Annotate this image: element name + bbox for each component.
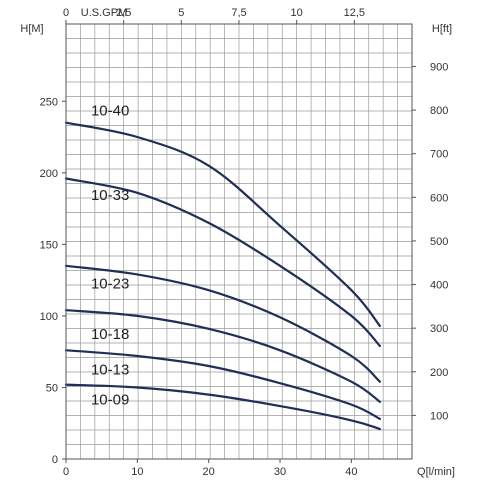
x-top-tick-label: 2,5 — [116, 7, 131, 19]
curve-10-40 — [64, 121, 381, 327]
x-bottom-tick-label: 40 — [345, 466, 357, 478]
y-right-tick-label: 600 — [430, 192, 448, 204]
curve-label-10-13: 10-13 — [91, 362, 129, 379]
curve-10-09 — [64, 383, 381, 431]
chart-ticks: 0 10 20 30 400 2,5 5 7,5 10 12,505010015020025010… — [40, 7, 449, 478]
x-bottom-tick-label: 30 — [274, 466, 286, 478]
curve-10-13 — [64, 349, 381, 420]
curve-label-10-09: 10-09 — [91, 392, 129, 409]
curve-10-18 — [64, 309, 381, 403]
y-left-tick-label: 0 — [52, 454, 58, 466]
x-top-axis-label: U.S.GPM — [81, 7, 127, 19]
y-right-tick-label: 900 — [430, 61, 448, 73]
y-left-tick-label: 250 — [40, 96, 58, 108]
curve-10-33 — [64, 177, 381, 348]
x-top-tick-label: 7,5 — [231, 7, 246, 19]
x-top-tick-label: 12,5 — [344, 7, 365, 19]
plot-frame — [65, 23, 413, 460]
y-right-tick-label: 700 — [430, 149, 448, 161]
y-right-tick-label: 300 — [430, 323, 448, 335]
curve-label-10-23: 10-23 — [91, 276, 129, 293]
chart-series — [64, 121, 381, 431]
curve-label-10-40: 10-40 — [91, 103, 129, 120]
y-right-axis-label: H[ft] — [432, 23, 452, 35]
y-left-tick-label: 150 — [40, 239, 58, 251]
y-right-tick-label: 200 — [430, 367, 448, 379]
y-right-tick-label: 100 — [430, 410, 448, 422]
x-top-tick-label: 5 — [178, 7, 184, 19]
curve-10-23 — [64, 264, 381, 383]
chart-series-labels: 10-40 10-33 10-23 10-18 10-13 10-09 — [91, 103, 129, 409]
x-top-tick-label: 0 — [63, 7, 69, 19]
y-left-tick-label: 50 — [46, 382, 58, 394]
x-bottom-tick-label: 20 — [203, 466, 215, 478]
y-right-tick-label: 400 — [430, 280, 448, 292]
y-right-tick-label: 500 — [430, 236, 448, 248]
y-right-tick-label: 800 — [430, 105, 448, 117]
curve-label-10-33: 10-33 — [91, 187, 129, 204]
x-bottom-tick-label: 0 — [63, 466, 69, 478]
x-bottom-tick-label: 10 — [131, 466, 143, 478]
curve-label-10-18: 10-18 — [91, 326, 129, 343]
y-left-tick-label: 200 — [40, 168, 58, 180]
chart-grid — [66, 23, 413, 459]
y-left-axis-label: H[M] — [20, 23, 43, 35]
y-left-tick-label: 100 — [40, 311, 58, 323]
x-bottom-axis-label: Q[l/min] — [417, 466, 455, 478]
x-top-tick-label: 10 — [291, 7, 303, 19]
